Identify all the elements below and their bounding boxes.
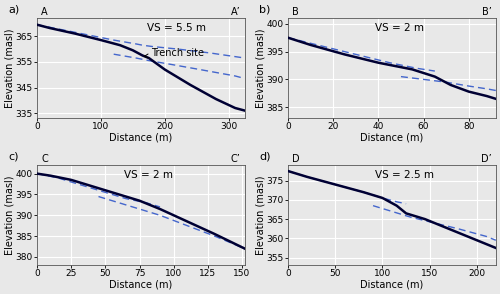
Text: VS = 2 m: VS = 2 m	[124, 170, 173, 180]
Y-axis label: Elevation (masl): Elevation (masl)	[255, 176, 265, 255]
Y-axis label: Elevation (masl): Elevation (masl)	[4, 176, 14, 255]
X-axis label: Distance (m): Distance (m)	[109, 133, 172, 143]
Text: c): c)	[8, 151, 18, 161]
Text: d): d)	[259, 151, 270, 161]
Text: D: D	[292, 154, 300, 164]
Text: VS = 2.5 m: VS = 2.5 m	[376, 170, 434, 180]
Text: C’: C’	[230, 154, 240, 164]
Text: VS = 5.5 m: VS = 5.5 m	[147, 23, 206, 33]
Text: Trench site: Trench site	[144, 48, 204, 58]
Text: A’: A’	[231, 7, 240, 17]
Y-axis label: Elevation (masl): Elevation (masl)	[4, 29, 14, 108]
Text: B’: B’	[482, 7, 492, 17]
Text: A: A	[41, 7, 48, 17]
Text: a): a)	[8, 4, 19, 14]
Text: D’: D’	[481, 154, 492, 164]
X-axis label: Distance (m): Distance (m)	[360, 280, 424, 290]
Y-axis label: Elevation (masl): Elevation (masl)	[255, 29, 265, 108]
Text: b): b)	[259, 4, 270, 14]
Text: C: C	[41, 154, 48, 164]
X-axis label: Distance (m): Distance (m)	[109, 280, 172, 290]
X-axis label: Distance (m): Distance (m)	[360, 133, 424, 143]
Text: B: B	[292, 7, 299, 17]
Text: VS = 2 m: VS = 2 m	[376, 23, 424, 33]
